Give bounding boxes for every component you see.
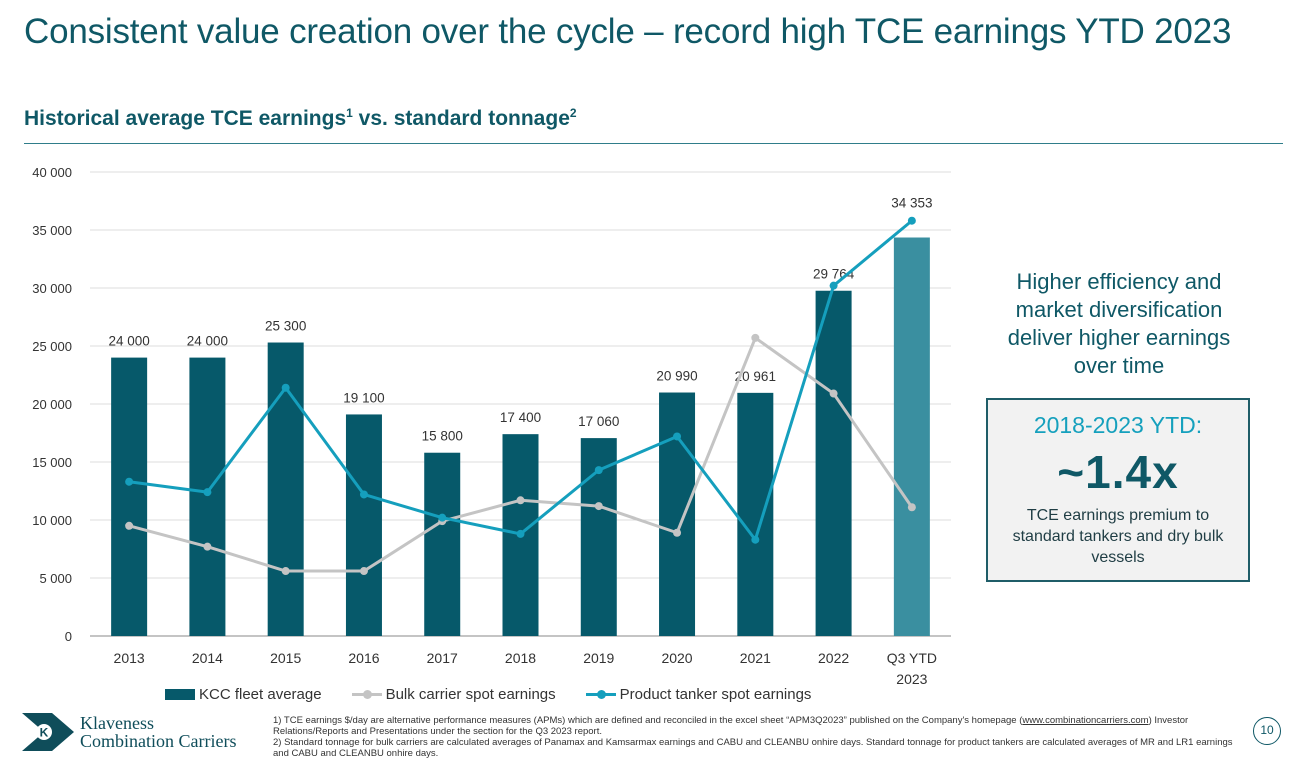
point-product [125, 477, 134, 486]
bar-data-label: 20 990 [656, 369, 697, 384]
subtitle-text-mid: vs. standard tonnage [352, 107, 570, 130]
bar-data-label: 25 300 [265, 319, 306, 334]
legend-swatch-product [585, 689, 616, 700]
chart-subtitle: Historical average TCE earnings1 vs. sta… [24, 106, 577, 131]
y-tick-label: 5 000 [39, 571, 72, 586]
point-product [359, 490, 368, 499]
legend-item-product: Product tanker spot earnings [585, 685, 812, 703]
x-tick-label: 2016 [348, 650, 379, 666]
bar-data-label: 34 353 [891, 196, 932, 211]
header-divider [24, 143, 1283, 144]
logo-line-1: Klaveness [80, 713, 154, 733]
bar-kcc [815, 290, 852, 636]
point-product [673, 432, 682, 441]
point-product [438, 513, 447, 522]
point-product [829, 281, 838, 290]
bar-data-label: 17 400 [500, 410, 541, 425]
bar-kcc [345, 414, 382, 636]
y-tick-label: 25 000 [32, 339, 72, 354]
footnote-1-prefix: 1) TCE earnings $/day are alternative pe… [273, 715, 1023, 726]
point-bulk [594, 502, 603, 511]
footnote-2: 2) Standard tonnage for bulk carriers ar… [273, 737, 1233, 759]
legend-item-kcc: KCC fleet average [165, 686, 322, 703]
legend-label-bulk: Bulk carrier spot earnings [385, 685, 556, 703]
premium-highlight-box: 2018-2023 YTD: ~1.4x TCE earnings premiu… [986, 398, 1250, 582]
y-tick-label: 30 000 [32, 281, 72, 296]
y-tick-label: 10 000 [32, 513, 72, 528]
page-number: 10 [1253, 717, 1281, 745]
bar-kcc [893, 237, 930, 637]
point-bulk [751, 333, 760, 342]
legend-label-product: Product tanker spot earnings [619, 685, 812, 703]
point-bulk [359, 567, 368, 576]
x-tick-label: Q3 YTD [887, 650, 937, 666]
bar-data-label: 15 800 [422, 429, 463, 444]
y-tick-label: 0 [65, 629, 72, 644]
callout-text: Higher efficiency and market diversifica… [1007, 269, 1231, 378]
point-bulk [829, 389, 838, 398]
x-tick-label: 2023 [896, 671, 927, 687]
footnote-ref-1: 1 [346, 106, 353, 120]
legend-item-bulk: Bulk carrier spot earnings [351, 685, 556, 703]
bar-data-label: 24 000 [187, 334, 228, 349]
legend-label-kcc: KCC fleet average [199, 685, 322, 703]
company-logo: K Klaveness Combination Carriers [22, 713, 236, 751]
footnotes: 1) TCE earnings $/day are alternative pe… [273, 715, 1238, 759]
point-bulk [203, 542, 212, 551]
subtitle-text: Historical average TCE earnings [24, 107, 347, 130]
y-tick-label: 35 000 [32, 223, 72, 238]
highlight-value: ~1.4x [1057, 446, 1179, 498]
bar-data-label: 24 000 [108, 334, 149, 349]
bar-kcc [424, 452, 461, 636]
company-homepage-link[interactable]: www.combinationcarriers.com [1022, 715, 1149, 726]
bar-data-label: 19 100 [343, 390, 384, 405]
y-tick-label: 15 000 [32, 455, 72, 470]
tce-earnings-chart: 0 5 000 10 000 15 000 20 000 25 000 30 000 35 0… [32, 165, 951, 687]
x-tick-label: 2017 [427, 650, 458, 666]
x-tick-label: 2021 [740, 650, 771, 666]
klaveness-k-icon: K [22, 713, 74, 751]
footnote-ref-2: 2 [569, 106, 577, 120]
bar-data-label: 17 060 [578, 414, 619, 429]
chart-legend: KCC fleet average Bulk carrier spot earn… [165, 684, 841, 704]
bar-kcc [737, 392, 774, 636]
footnote-1-suffix: ) Investor Relations/Reports and Present… [273, 715, 1189, 737]
x-tick-label: 2014 [192, 650, 223, 666]
point-bulk [281, 567, 290, 576]
point-bulk [125, 521, 134, 530]
point-bulk [673, 528, 682, 537]
svg-text:K: K [40, 726, 49, 740]
bar-data-label: 20 961 [735, 369, 776, 384]
legend-swatch-bulk [351, 689, 382, 700]
point-product [751, 535, 760, 544]
point-product [281, 383, 290, 392]
point-product [203, 488, 212, 497]
point-bulk [907, 503, 916, 512]
legend-swatch-kcc [165, 688, 195, 700]
x-tick-label: 2018 [505, 650, 536, 666]
logo-line-2: Combination Carriers [80, 731, 237, 751]
x-tick-label: 2020 [661, 650, 692, 666]
point-product [594, 466, 603, 475]
page-title: Consistent value creation over the cycle… [24, 12, 1232, 51]
bar-kcc [659, 392, 696, 636]
highlight-heading: 2018-2023 YTD: [1033, 412, 1203, 438]
y-tick-label: 40 000 [32, 165, 72, 180]
x-tick-label: 2022 [818, 650, 849, 666]
y-tick-label: 20 000 [32, 397, 72, 412]
point-product [907, 216, 916, 225]
footnote-1: 1) TCE earnings $/day are alternative pe… [273, 715, 1238, 737]
bar-kcc [111, 357, 148, 636]
x-tick-label: 2019 [583, 650, 614, 666]
point-product [516, 529, 525, 538]
highlight-description: TCE earnings premium to standard tankers… [1012, 507, 1224, 566]
bar-kcc [189, 357, 226, 636]
point-bulk [516, 496, 525, 505]
x-tick-label: 2015 [270, 650, 301, 666]
x-tick-label: 2013 [114, 650, 145, 666]
